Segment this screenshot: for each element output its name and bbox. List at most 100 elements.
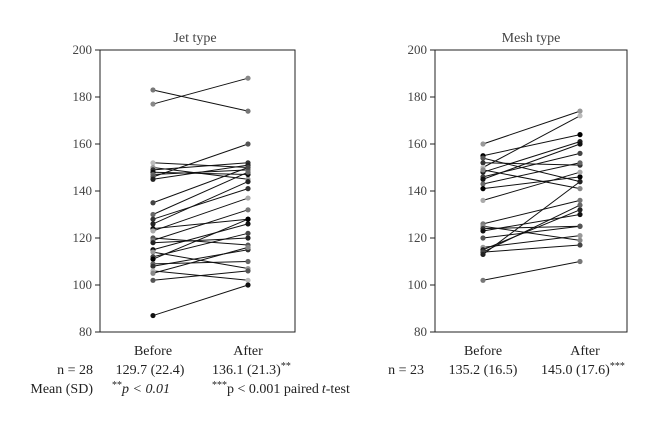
jet-point-after — [245, 230, 251, 236]
mesh-point-before — [480, 228, 486, 234]
jet-point-before — [150, 176, 156, 182]
mesh-point-after — [577, 169, 583, 175]
jet-series-line — [152, 162, 249, 168]
mesh-point-before — [480, 197, 486, 203]
jet-after-mean: 136.1 (21.3)** — [212, 361, 291, 378]
jet-point-after — [245, 282, 251, 288]
mesh-y-axis: 80 100 120 140 160 180 200 — [408, 42, 435, 339]
jet-after-mean-value: 136.1 (21.3) — [212, 363, 281, 378]
jet-point-after — [245, 235, 251, 241]
jet-series-line — [152, 171, 249, 176]
p2-t: t — [322, 382, 327, 397]
jet-y-tick-label: 80 — [79, 324, 92, 339]
jet-point-after — [245, 268, 251, 274]
mesh-point-before — [480, 251, 486, 258]
jet-point-after — [245, 216, 251, 222]
mesh-series-line — [482, 181, 581, 255]
p1-stars: ** — [112, 380, 122, 391]
mesh-series-line — [482, 141, 581, 173]
mesh-series-line — [482, 115, 581, 168]
jet-series-line — [152, 218, 249, 260]
jet-series-line — [152, 209, 249, 241]
jet-point-before — [150, 240, 156, 246]
jet-point-before — [150, 270, 156, 276]
jet-chart-title: Jet type — [173, 31, 216, 46]
mesh-point-after — [577, 202, 583, 208]
jet-y-axis: 80 100 120 140 160 180 200 — [73, 42, 100, 339]
mesh-series-line — [482, 110, 581, 145]
jet-point-after — [245, 164, 251, 171]
mesh-y-tick-label: 100 — [408, 277, 428, 292]
jet-point-before — [150, 221, 156, 227]
mesh-y-tick-label: 160 — [408, 136, 428, 151]
jet-point-after — [245, 221, 251, 227]
mesh-series-line — [482, 176, 581, 190]
jet-y-tick-label: 200 — [73, 42, 93, 57]
jet-series-line — [152, 188, 249, 220]
mesh-series-line — [482, 209, 581, 251]
mesh-after-mean-value: 145.0 (17.6) — [541, 363, 610, 378]
jet-series-line — [152, 89, 249, 112]
jet-point-after — [245, 108, 251, 114]
jet-series-line — [152, 164, 249, 180]
jet-point-after — [245, 258, 251, 265]
mesh-series-line — [482, 261, 581, 281]
jet-point-before — [150, 256, 156, 262]
jet-before-mean: 129.7 (22.4) — [116, 363, 185, 378]
mesh-y-tick-label: 140 — [408, 183, 428, 198]
jet-point-after — [245, 244, 251, 250]
mesh-series-line — [482, 162, 581, 185]
mesh-series-line — [482, 244, 581, 253]
jet-point-after — [245, 207, 251, 213]
jet-point-after — [245, 195, 251, 201]
jet-point-after — [245, 277, 251, 283]
jet-series-line — [152, 167, 249, 204]
p1-text: p < 0.01 — [121, 382, 170, 397]
mesh-point-after — [577, 233, 583, 239]
mesh-point-before — [480, 141, 486, 147]
mesh-point-after — [577, 237, 583, 243]
mesh-point-after — [577, 174, 583, 180]
mesh-chart-title: Mesh type — [502, 31, 561, 46]
mesh-point-after — [577, 186, 583, 192]
jet-series-line — [152, 197, 249, 232]
mesh-series-line — [482, 171, 581, 201]
jet-series-line — [152, 237, 249, 246]
mesh-point-before — [480, 167, 486, 173]
mesh-y-tick-label: 180 — [408, 89, 428, 104]
mesh-y-tick-label: 80 — [414, 324, 427, 339]
jet-after-significance: ** — [281, 361, 291, 372]
jet-point-before — [150, 249, 156, 255]
mesh-point-before — [480, 235, 486, 241]
mesh-point-after — [577, 211, 583, 218]
mesh-category-before: Before — [464, 344, 502, 359]
mesh-point-before — [480, 176, 486, 182]
mesh-series-line — [482, 225, 581, 239]
jet-series-line — [152, 171, 249, 215]
mesh-point-before — [480, 181, 486, 187]
jet-series-line — [152, 237, 249, 244]
mesh-after-significance: *** — [610, 361, 625, 372]
jet-y-tick-label: 160 — [73, 136, 93, 151]
mesh-point-after — [577, 242, 583, 248]
jet-point-after — [245, 186, 251, 192]
mesh-series-line — [482, 204, 581, 253]
jet-point-before — [150, 228, 156, 234]
jet-series-line — [152, 218, 249, 230]
jet-point-before — [150, 211, 156, 218]
mesh-point-after — [577, 258, 583, 265]
jet-type-panel: Jet type 80 100 120 140 160 180 200 Before Aft… — [73, 31, 296, 359]
mesh-series-group — [480, 108, 583, 283]
jet-point-before — [150, 312, 156, 319]
jet-point-after — [245, 169, 251, 175]
jet-series-line — [152, 249, 249, 267]
p2-stars: *** — [212, 380, 227, 391]
mesh-point-after — [577, 150, 583, 156]
jet-point-before — [150, 101, 156, 107]
mesh-point-before — [480, 277, 486, 283]
jet-series-group — [150, 75, 251, 319]
mesh-y-tick-label: 120 — [408, 230, 428, 245]
mesh-before-mean: 135.2 (16.5) — [449, 363, 518, 378]
mesh-point-after — [577, 179, 583, 185]
